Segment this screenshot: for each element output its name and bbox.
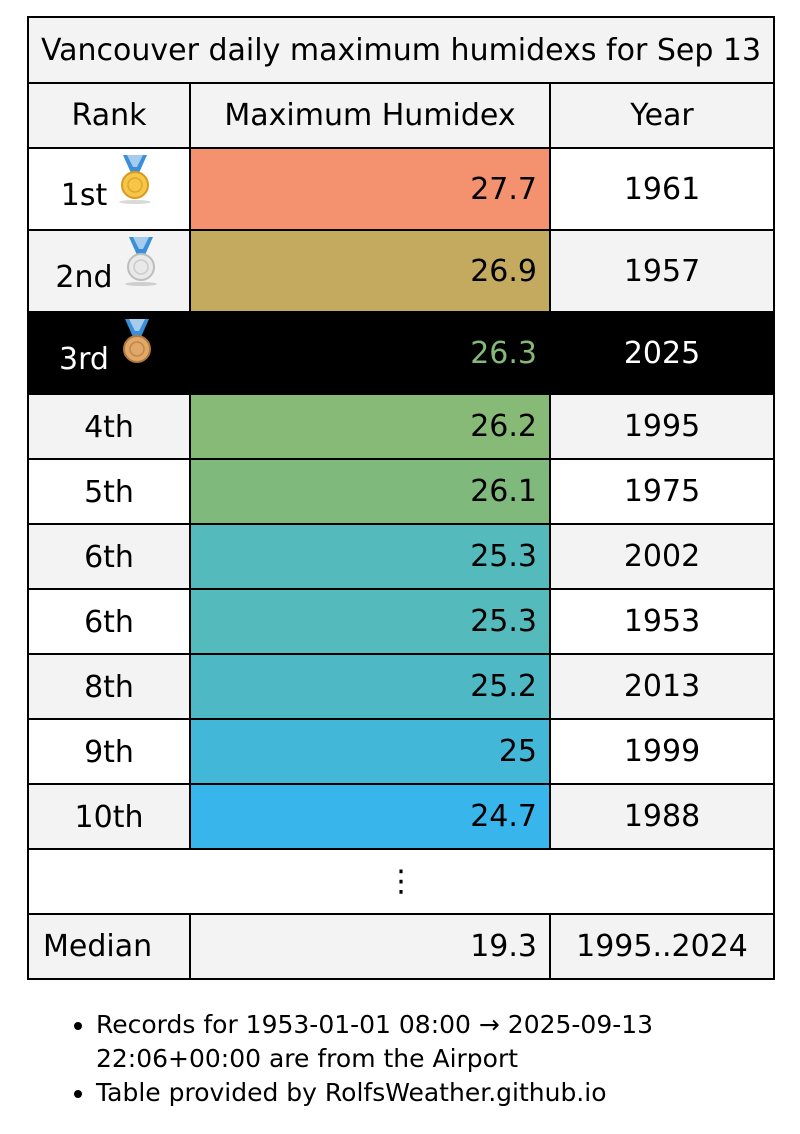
footnote-table-credit: Table provided by RolfsWeather.github.io [96,1076,736,1110]
table-row: 4th 26.2 1995 [27,393,776,460]
year-value: 2002 [548,523,776,590]
year-value: 1988 [548,783,776,850]
footnotes-list: Records for 1953-01-01 08:00 → 2025-09-1… [62,1008,736,1110]
rank-label: 3rd [59,341,109,377]
rank-label: 5th [84,474,134,510]
rank-cell: 8th [27,653,191,720]
rank-cell: 6th [27,523,191,590]
rank-cell: 3rd [27,311,191,395]
year-value: 1995 [548,393,776,460]
header-rank: Rank [27,82,191,149]
rank-cell: 6th [27,588,191,655]
median-year-range: 1995..2024 [548,913,776,980]
humidex-ranking-table: Vancouver daily maximum humidexs for Sep… [26,16,776,980]
humidex-value: 25.3 [189,523,551,590]
median-value: 19.3 [189,913,551,980]
footnote-records-source: Records for 1953-01-01 08:00 → 2025-09-1… [96,1008,736,1076]
humidex-value: 27.7 [189,147,551,231]
humidex-value: 25.2 [189,653,551,720]
rank-cell: 1st [27,147,191,231]
rank-label: 9th [84,734,134,770]
rank-label: 2nd [55,259,113,295]
humidex-value: 25 [189,718,551,785]
more-rows-ellipsis: ⋮ [26,848,776,915]
table-row: 5th 26.1 1975 [27,458,776,525]
table-row: 6th 25.3 1953 [27,588,776,655]
rank-label: 1st [60,177,108,213]
header-maximum-humidex: Maximum Humidex [189,82,551,149]
year-value: 1975 [548,458,776,525]
bronze-medal-icon [115,317,159,377]
header-year: Year [548,82,776,149]
table-row: 6th 25.3 2002 [27,523,776,590]
year-value: 1961 [548,147,776,231]
rank-label: 6th [84,539,134,575]
humidex-value: 26.3 [189,311,551,395]
table-row: 3rd 26.3 2025 [27,311,776,395]
rank-cell: 9th [27,718,191,785]
year-value: 1957 [548,229,776,313]
rank-label: 10th [74,799,144,835]
humidex-value: 24.7 [189,783,551,850]
rank-cell: 4th [27,393,191,460]
table-row: 8th 25.2 2013 [27,653,776,720]
humidex-value: 26.9 [189,229,551,313]
rank-cell: 10th [27,783,191,850]
rank-label: 6th [84,604,134,640]
year-value: 2013 [548,653,776,720]
humidex-value: 25.3 [189,588,551,655]
humidex-value: 26.2 [189,393,551,460]
rank-label: 8th [84,669,134,705]
table-row: 9th 25 1999 [27,718,776,785]
gold-medal-icon [113,153,157,213]
year-value: 2025 [548,311,776,395]
rank-label: 4th [84,409,134,445]
table-row: 2nd 26.9 1957 [27,229,776,313]
table-title: Vancouver daily maximum humidexs for Sep… [26,16,776,84]
humidex-value: 26.1 [189,458,551,525]
silver-medal-icon [119,235,163,295]
median-label: Median [27,913,191,980]
rank-cell: 2nd [27,229,191,313]
table-row: 10th 24.7 1988 [27,783,776,850]
year-value: 1953 [548,588,776,655]
year-value: 1999 [548,718,776,785]
table-row: 1st 27.7 1961 [27,147,776,231]
rank-cell: 5th [27,458,191,525]
